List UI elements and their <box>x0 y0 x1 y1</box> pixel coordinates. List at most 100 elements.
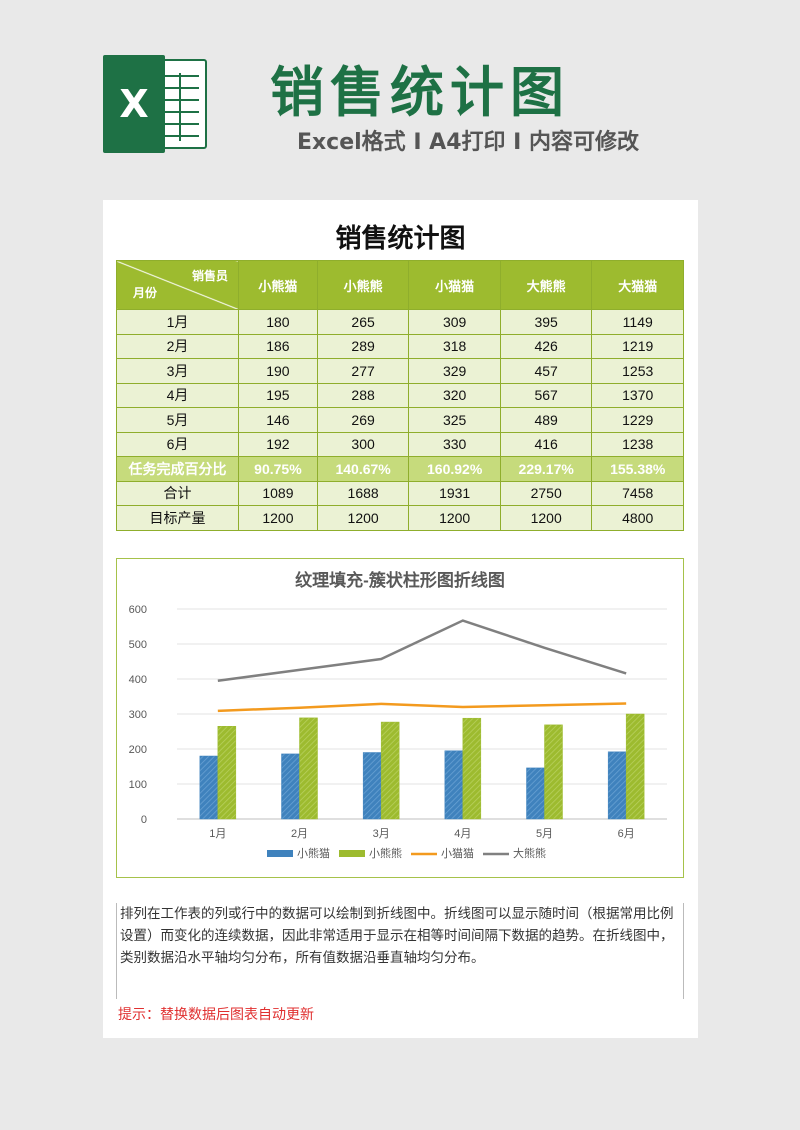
value-cell[interactable]: 1219 <box>591 333 684 359</box>
value-cell[interactable]: 229.17% <box>499 456 593 482</box>
value-cell[interactable]: 289 <box>316 333 410 359</box>
table-row: 2月 186 289 318 426 1219 <box>116 333 684 359</box>
value-cell[interactable]: 146 <box>238 407 318 433</box>
value-cell[interactable]: 1229 <box>591 407 684 433</box>
value-cell[interactable]: 1253 <box>591 358 684 384</box>
value-cell[interactable]: 265 <box>316 309 410 335</box>
legend-label: 小熊猫 <box>297 846 330 860</box>
bar-小熊熊 <box>299 717 318 820</box>
row-label-cell[interactable]: 目标产量 <box>116 505 239 531</box>
value-cell[interactable]: 1200 <box>408 505 501 531</box>
month-cell[interactable]: 2月 <box>116 333 239 359</box>
value-cell[interactable]: 90.75% <box>238 456 318 482</box>
month-cell[interactable]: 4月 <box>116 382 239 408</box>
y-tick-label: 0 <box>141 814 147 826</box>
excel-logo-icon: X <box>103 55 207 153</box>
value-cell[interactable]: 1370 <box>591 382 684 408</box>
description-text: 排列在工作表的列或行中的数据可以绘制到折线图中。折线图可以显示随时间（根据常用比… <box>116 903 684 999</box>
value-cell[interactable]: 4800 <box>591 505 684 531</box>
legend-label: 大熊熊 <box>513 846 546 860</box>
month-cell[interactable]: 1月 <box>116 309 239 335</box>
legend-swatch-小熊熊 <box>339 850 365 857</box>
value-cell[interactable]: 426 <box>499 333 593 359</box>
value-cell[interactable]: 1200 <box>316 505 410 531</box>
value-cell[interactable]: 2750 <box>499 480 593 506</box>
month-cell[interactable]: 5月 <box>116 407 239 433</box>
sheet-title: 销售统计图 <box>335 224 466 254</box>
value-cell[interactable]: 309 <box>408 309 501 335</box>
x-tick-label: 1月 <box>209 828 226 840</box>
value-cell[interactable]: 395 <box>499 309 593 335</box>
line-大熊熊 <box>217 619 627 682</box>
value-cell[interactable]: 190 <box>238 358 318 384</box>
bar-小熊熊 <box>217 726 237 820</box>
value-cell[interactable]: 7458 <box>591 480 684 506</box>
value-cell[interactable]: 1089 <box>238 480 318 506</box>
value-cell[interactable]: 1200 <box>238 505 318 531</box>
x-tick-label: 4月 <box>454 828 471 840</box>
month-cell[interactable]: 6月 <box>116 431 239 457</box>
value-cell[interactable]: 416 <box>499 431 593 457</box>
value-cell[interactable]: 489 <box>499 407 593 433</box>
bar-小熊猫 <box>526 767 545 820</box>
value-cell[interactable]: 318 <box>408 333 501 359</box>
bar-小熊猫 <box>444 750 464 820</box>
bar-小熊猫 <box>199 755 219 820</box>
table-row: 5月 146 269 325 489 1229 <box>116 407 684 433</box>
target-row: 目标产量 1200 1200 1200 1200 4800 <box>116 505 684 531</box>
sales-table: 销售员 月份 小熊猫 小熊熊 小猫猫 大熊熊 大猫猫 1月 180 265 30… <box>116 260 684 531</box>
value-cell[interactable]: 325 <box>408 407 501 433</box>
value-cell[interactable]: 269 <box>316 407 410 433</box>
value-cell[interactable]: 277 <box>316 358 410 384</box>
legend-label: 小猫猫 <box>441 847 474 860</box>
tip-text: 提示：替换数据后图表自动更新 <box>118 1006 314 1022</box>
column-header: 小熊熊 <box>316 260 410 310</box>
value-cell[interactable]: 140.67% <box>316 456 410 482</box>
legend-label: 小熊熊 <box>369 846 402 860</box>
value-cell[interactable]: 186 <box>238 333 318 359</box>
y-tick-label: 600 <box>129 604 147 616</box>
value-cell[interactable]: 1149 <box>591 309 684 335</box>
corner-month-label: 月份 <box>133 286 158 300</box>
value-cell[interactable]: 329 <box>408 358 501 384</box>
value-cell[interactable]: 1238 <box>591 431 684 457</box>
value-cell[interactable]: 330 <box>408 431 501 457</box>
bar-小熊熊 <box>544 724 563 820</box>
table-corner-cell: 销售员 月份 <box>116 260 239 310</box>
column-header: 小熊猫 <box>238 260 318 310</box>
logo-letter: X <box>103 55 165 153</box>
bar-小熊熊 <box>625 713 645 820</box>
value-cell[interactable]: 320 <box>408 382 501 408</box>
document-sheet: 销售统计图 销售员 月份 小熊猫 小熊熊 小猫猫 大熊熊 大猫猫 1月 180 … <box>103 200 698 1038</box>
sales-chart: 纹理填充-簇状柱形图折线图 0 100 200 300 400 500 600 1月 2月 3月 4… <box>129 570 667 860</box>
table-header-row: 销售员 月份 小熊猫 小熊熊 小猫猫 大熊熊 大猫猫 <box>116 260 684 310</box>
row-label-cell[interactable]: 任务完成百分比 <box>116 456 239 482</box>
y-tick-label: 100 <box>129 779 147 791</box>
value-cell[interactable]: 288 <box>316 382 410 408</box>
value-cell[interactable]: 1931 <box>408 480 501 506</box>
value-cell[interactable]: 1688 <box>316 480 410 506</box>
bar-小熊熊 <box>380 721 400 820</box>
y-tick-label: 200 <box>129 744 147 756</box>
bar-小熊猫 <box>281 753 300 820</box>
month-cell[interactable]: 3月 <box>116 358 239 384</box>
x-tick-label: 6月 <box>618 828 635 840</box>
value-cell[interactable]: 195 <box>238 382 318 408</box>
bar-小熊熊 <box>462 717 482 820</box>
table-row: 4月 195 288 320 567 1370 <box>116 382 684 408</box>
y-tick-label: 400 <box>129 674 147 686</box>
row-label-cell[interactable]: 合计 <box>116 480 239 506</box>
chart-container[interactable]: 纹理填充-簇状柱形图折线图 0 100 200 300 400 500 600 1月 2月 3月 4… <box>116 558 684 878</box>
column-header: 大熊熊 <box>499 260 593 310</box>
value-cell[interactable]: 160.92% <box>408 456 501 482</box>
value-cell[interactable]: 192 <box>238 431 318 457</box>
value-cell[interactable]: 300 <box>316 431 410 457</box>
value-cell[interactable]: 1200 <box>499 505 593 531</box>
x-tick-label: 2月 <box>291 828 308 840</box>
value-cell[interactable]: 457 <box>499 358 593 384</box>
value-cell[interactable]: 180 <box>238 309 318 335</box>
value-cell[interactable]: 567 <box>499 382 593 408</box>
value-cell[interactable]: 155.38% <box>591 456 684 482</box>
y-tick-label: 300 <box>129 709 147 721</box>
page-subtitle: Excel格式 I A4打印 I 内容可修改 <box>296 130 640 155</box>
